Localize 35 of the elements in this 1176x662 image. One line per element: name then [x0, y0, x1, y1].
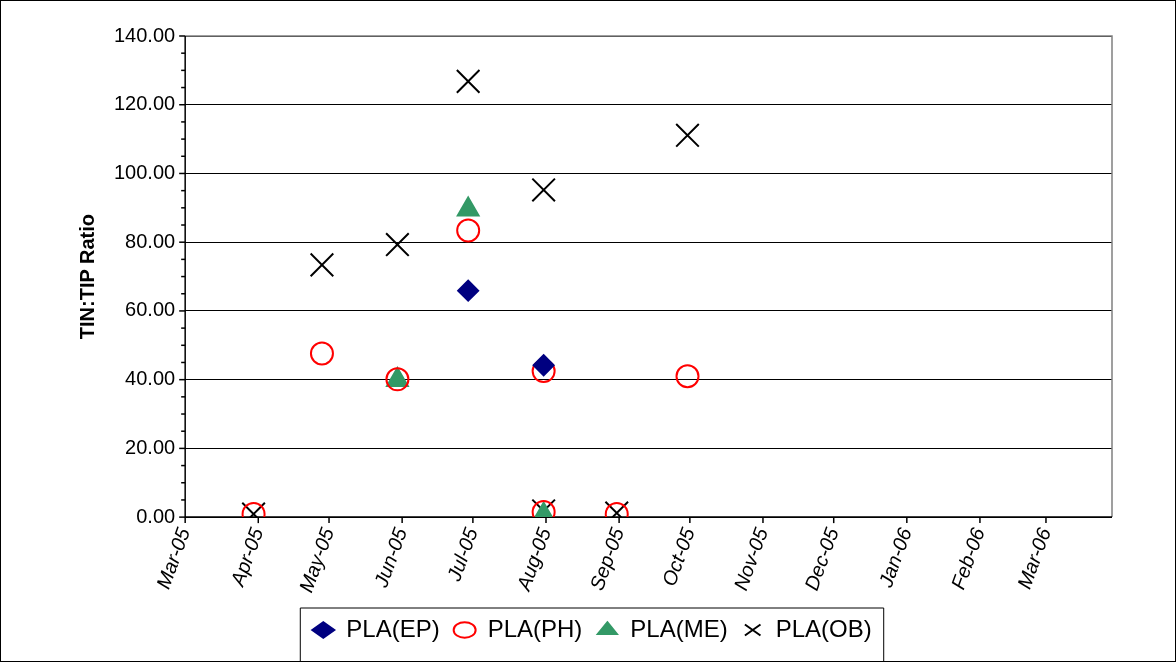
y-tick-label: 140.00	[114, 23, 176, 46]
y-axis-title: TIN:TIP Ratio	[75, 213, 98, 340]
point	[531, 177, 556, 203]
legend-label: PLA(OB)	[775, 614, 872, 642]
point	[309, 341, 334, 366]
y-tick-label: 40.00	[125, 367, 176, 390]
legend-label: PLA(ME)	[630, 614, 728, 642]
x-tick-label: Aug-05	[511, 524, 556, 595]
y-tick-label: 20.00	[125, 435, 176, 458]
point	[386, 367, 409, 387]
point	[457, 279, 480, 302]
x-tick-label: Jul-05	[442, 524, 483, 585]
x-tick-label: May-05	[294, 524, 339, 596]
y-tick-label: 80.00	[125, 229, 176, 252]
point	[675, 123, 700, 148]
legend-label: PLA(EP)	[346, 614, 440, 642]
y-tick-label: 60.00	[125, 298, 176, 321]
x-tick-label: Dec-05	[799, 524, 843, 594]
x-tick-label: Apr-05	[225, 524, 268, 590]
point	[385, 232, 410, 257]
point	[309, 252, 335, 278]
x-tick-label: Nov-05	[729, 524, 773, 594]
x-tick-label: Feb-06	[946, 524, 990, 593]
y-tick-label: 0.00	[136, 504, 176, 527]
x-tick-label: Sep-05	[585, 524, 629, 594]
legend-label: PLA(PH)	[487, 614, 583, 642]
x-tick-label: Mar-06	[1012, 524, 1056, 592]
x-tick-label: Jun-05	[369, 524, 412, 591]
x-tick-label: Jan-06	[873, 524, 917, 591]
y-tick-label: 120.00	[114, 92, 176, 115]
point	[456, 218, 481, 243]
y-tick-label: 100.00	[114, 160, 176, 183]
x-tick-label: Oct-05	[657, 524, 700, 589]
point	[455, 69, 481, 94]
x-tick-label: Mar-05	[151, 524, 195, 592]
